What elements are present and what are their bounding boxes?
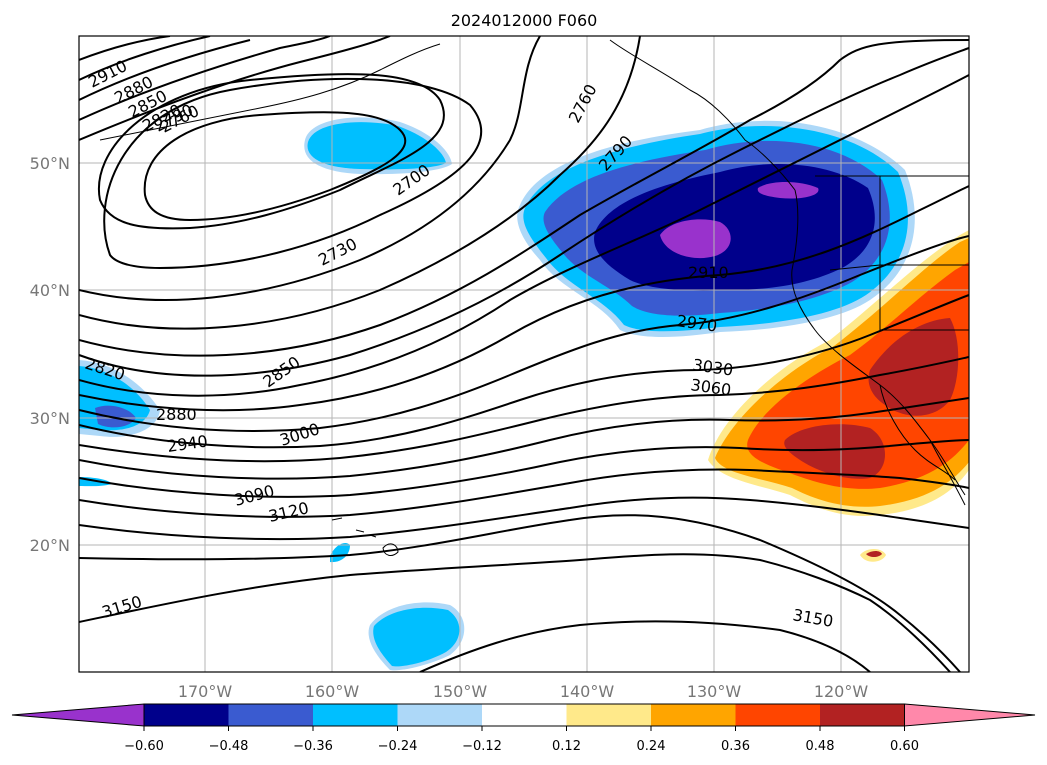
colorbar-swatch [313, 704, 398, 726]
colorbar-ticks [143, 726, 905, 731]
coastline-west-coast [791, 189, 966, 496]
colorbar-tick-label: 0.36 [721, 739, 750, 754]
colorbar-swatch [566, 704, 651, 726]
fill-firebrick [866, 551, 882, 557]
longitude-labels: 170°W 160°W 150°W 140°W 130°W 120°W [178, 682, 869, 701]
lon-label: 150°W [433, 682, 488, 701]
height-contours [79, 36, 969, 672]
coastlines [99, 39, 969, 556]
island-hawaii-big [382, 543, 399, 556]
colorbar-tick-label: −0.24 [378, 739, 418, 754]
fill-royal [95, 405, 136, 428]
lat-label: 50°N [30, 154, 70, 173]
colorbar-tick-label: −0.48 [209, 739, 249, 754]
lon-label: 130°W [687, 682, 742, 701]
lat-label: 40°N [30, 281, 70, 300]
colorbar-tick-label: −0.60 [124, 739, 164, 754]
colorbar-swatch [482, 704, 567, 726]
colorbar-frame [143, 703, 905, 727]
colorbar-tick-label: −0.12 [462, 739, 502, 754]
fill-firebrick [784, 424, 885, 479]
coastline-baja [879, 384, 956, 481]
colorbar-swatch [228, 704, 313, 726]
fill-purple [660, 219, 731, 259]
coastline-aleutians [99, 43, 441, 141]
map-frame [78, 35, 970, 673]
colorbar-tick-label: 0.24 [637, 739, 666, 754]
lon-label: 170°W [178, 682, 233, 701]
lon-label: 120°W [814, 682, 869, 701]
colorbar-tick-label: 0.48 [806, 739, 835, 754]
contour-label: 2880 [156, 405, 197, 424]
latitude-labels: 50°N 40°N 30°N 20°N [30, 154, 70, 555]
negative-anomaly-northeast [517, 120, 915, 337]
negative-anomaly-south [330, 543, 465, 671]
negative-anomaly-north-central [304, 117, 452, 175]
coastline-alaska [609, 39, 796, 191]
coastline-southern-baja [929, 439, 966, 506]
colorbar-tick-label: 0.12 [552, 739, 581, 754]
colorbar-extend-high [904, 703, 1036, 727]
colorbar-tick-label: 0.60 [890, 739, 919, 754]
map-panel: 2910 2880 2850 2820 2790 2760 2760 2790 … [79, 36, 969, 672]
fill-firebrick [868, 318, 959, 416]
colorbar-swatch [651, 704, 736, 726]
colorbar-swatch [735, 704, 820, 726]
lat-label: 20°N [30, 536, 70, 555]
fill-cyan [330, 543, 350, 563]
colorbar: −0.60 −0.48 −0.36 −0.24 −0.12 0.12 0.24 … [11, 703, 1036, 754]
colorbar-swatch [820, 704, 905, 726]
fill-cyan [307, 122, 446, 170]
fill-cyan [373, 607, 460, 667]
fill-purple [757, 182, 819, 199]
lat-label: 30°N [30, 409, 70, 428]
lon-label: 140°W [560, 682, 615, 701]
map-title: 2024012000 F060 [451, 11, 598, 30]
lon-label: 160°W [305, 682, 360, 701]
colorbar-extend-low [11, 703, 145, 727]
colorbar-swatch [144, 704, 229, 726]
contour-label: 2910 [688, 263, 729, 282]
colorbar-tick-label: −0.36 [293, 739, 333, 754]
colorbar-swatch [397, 704, 482, 726]
